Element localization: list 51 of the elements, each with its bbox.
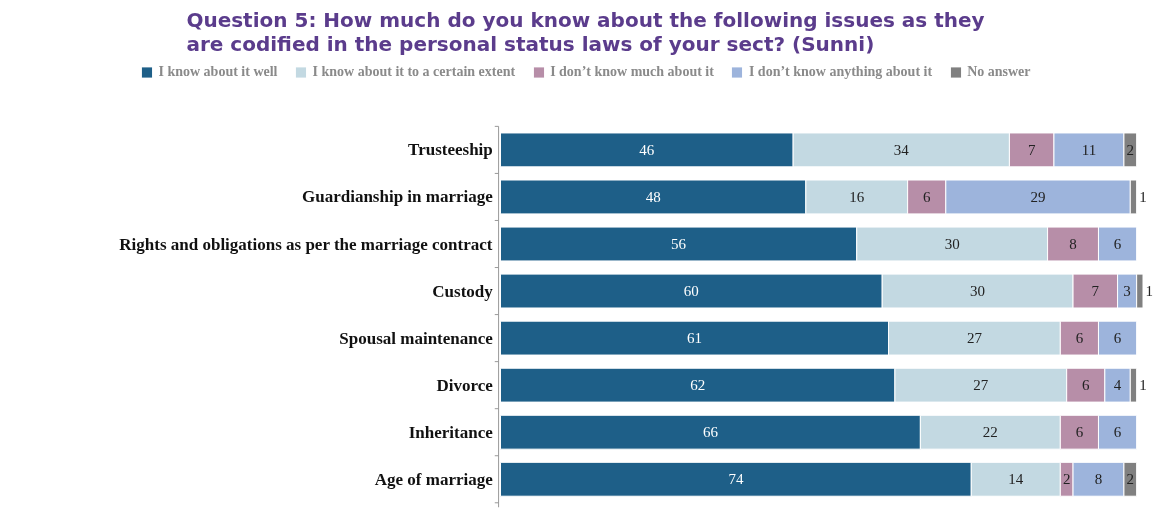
data-label: 6 xyxy=(1113,424,1122,441)
data-label: 6 xyxy=(922,188,931,205)
y-tick-label: Age of marriage xyxy=(374,469,494,489)
data-label: 2 xyxy=(1126,471,1135,488)
y-tick-label: Divorce xyxy=(436,375,494,395)
data-label: 6 xyxy=(1082,377,1091,394)
data-label: 14 xyxy=(1008,471,1024,488)
data-label: 22 xyxy=(982,424,998,441)
legend-label: I know about it to a certain extent xyxy=(312,64,516,80)
data-label: 27 xyxy=(973,377,989,394)
data-label: 27 xyxy=(966,330,983,347)
data-label: 46 xyxy=(639,141,655,158)
data-label: 1 xyxy=(1145,283,1154,300)
data-label: 56 xyxy=(671,236,687,253)
data-label: 66 xyxy=(702,424,719,441)
data-label: 1 xyxy=(1139,377,1147,394)
data-label: 61 xyxy=(687,330,703,347)
data-label: 74 xyxy=(728,471,744,488)
data-label: 6 xyxy=(1113,236,1122,253)
y-tick-label: Spousal maintenance xyxy=(339,328,494,348)
data-label: 6 xyxy=(1075,424,1084,441)
data-label: 60 xyxy=(683,283,699,300)
data-label: 6 xyxy=(1113,330,1122,347)
data-label: 1 xyxy=(1139,188,1147,205)
data-label: 29 xyxy=(1030,188,1046,205)
y-tick-label: Guardianship in marriage xyxy=(301,187,494,207)
data-label: 8 xyxy=(1069,236,1077,253)
data-label: 2 xyxy=(1062,471,1071,488)
data-label: 34 xyxy=(893,141,910,158)
data-label: 48 xyxy=(645,188,661,205)
data-label: 2 xyxy=(1126,141,1135,158)
data-label: 30 xyxy=(970,283,986,300)
legend-label: I don’t know anything about it xyxy=(748,64,933,80)
data-label: 3 xyxy=(1123,283,1131,300)
y-tick-label: Trusteeship xyxy=(408,140,493,160)
y-tick-label: Inheritance xyxy=(408,422,494,442)
data-label: 4 xyxy=(1113,377,1122,394)
data-label: 16 xyxy=(849,188,865,205)
y-tick-label: Rights and obligations as per the marriage contract xyxy=(119,234,493,254)
legend-label: I don’t know much about it xyxy=(550,64,714,80)
data-label: 8 xyxy=(1094,471,1103,488)
chart-title: Question 5: How much do you know about the following issues as they are codified in the personal status laws of your sect? (Sunni) xyxy=(186,7,985,56)
y-tick-label: Custody xyxy=(432,281,494,301)
data-label: 7 xyxy=(1091,283,1100,300)
data-label: 7 xyxy=(1027,141,1036,158)
data-label: 6 xyxy=(1075,330,1084,347)
data-label: 62 xyxy=(690,377,706,394)
data-label: 11 xyxy=(1081,141,1097,158)
data-label: 30 xyxy=(944,236,960,253)
legend-label: No answer xyxy=(967,64,1031,80)
legend-label: I know about it well xyxy=(158,64,278,80)
